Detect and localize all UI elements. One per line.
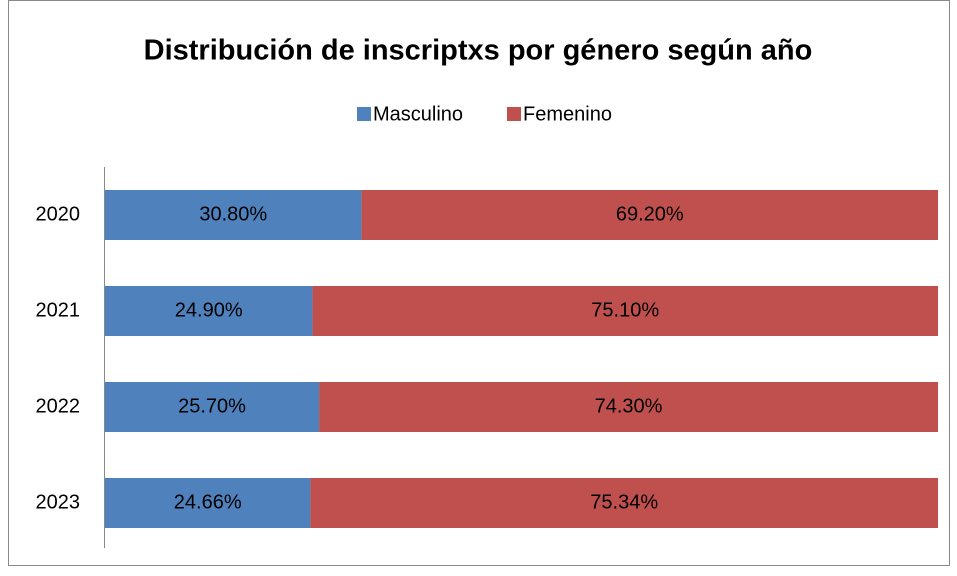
legend-label: Masculino xyxy=(373,103,463,125)
bar-segment xyxy=(312,286,938,336)
bar-segment xyxy=(319,382,938,432)
y-tick-label: 2023 xyxy=(36,491,81,513)
bar-segment xyxy=(361,190,939,240)
bar-segment xyxy=(105,286,313,336)
y-tick-label: 2020 xyxy=(36,203,81,225)
data-label: 30.80% xyxy=(199,203,267,225)
data-label: 25.70% xyxy=(178,395,246,417)
bar-segment xyxy=(105,190,362,240)
legend-swatch xyxy=(357,107,371,121)
y-tick-label: 2022 xyxy=(36,395,81,417)
y-tick-label: 2021 xyxy=(36,299,81,321)
data-label: 24.90% xyxy=(175,299,243,321)
legend-label: Femenino xyxy=(523,103,612,125)
legend-swatch xyxy=(507,107,521,121)
bar-segment xyxy=(105,382,320,432)
chart-title: Distribución de inscriptxs por género se… xyxy=(144,35,813,67)
data-label: 75.34% xyxy=(590,491,658,513)
bar-segment xyxy=(310,478,938,528)
data-label: 75.10% xyxy=(591,299,659,321)
bar-segment xyxy=(105,478,311,528)
data-label: 24.66% xyxy=(174,491,242,513)
chart-border xyxy=(8,0,950,566)
data-label: 74.30% xyxy=(595,395,663,417)
data-label: 69.20% xyxy=(616,203,684,225)
